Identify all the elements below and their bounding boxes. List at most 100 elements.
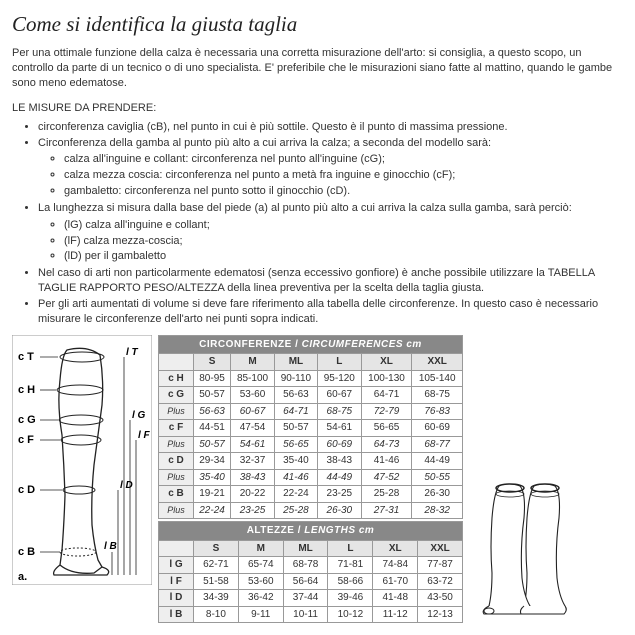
table-cell: 64-73 [361, 436, 412, 453]
label-cH: c H [18, 384, 35, 396]
table-cell: 28-32 [412, 502, 463, 519]
size-col: ML [283, 540, 328, 557]
list-item: calza mezza coscia: circonferenza nel pu… [64, 168, 623, 183]
row-label: c F [159, 420, 194, 437]
table-cell: 26-30 [412, 486, 463, 503]
table-cell: 37-44 [283, 590, 328, 607]
row-label: c H [159, 370, 194, 387]
table-cell: 72-79 [361, 403, 412, 420]
leg-diagram: c T c H c G c F c D c B a. l T l G l F l… [12, 335, 152, 590]
table-cell: 61-70 [373, 573, 418, 590]
list-item: gambaletto: circonferenza nel punto sott… [64, 184, 623, 199]
table-cell: 68-78 [283, 557, 328, 574]
table-cell: 56-63 [194, 403, 231, 420]
table-cell: 74-84 [373, 557, 418, 574]
table-cell: 11-12 [373, 606, 418, 623]
table-cell: 95-120 [317, 370, 361, 387]
table-row: Plus22-2423-2525-2826-3027-3128-32 [159, 502, 463, 519]
table-cell: 60-67 [231, 403, 275, 420]
table-cell: 80-95 [194, 370, 231, 387]
table-cell: 50-57 [194, 387, 231, 404]
table-cell: 35-40 [274, 453, 317, 470]
list-item: circonferenza caviglia (cB), nel punto i… [38, 120, 623, 135]
list-item: (lD) per il gambaletto [64, 249, 623, 264]
table-cell: 23-25 [231, 502, 275, 519]
table-row: Plus35-4038-4341-4644-4947-5250-55 [159, 469, 463, 486]
len-title: ALTEZZE / LENGTHS cm [159, 522, 463, 541]
table-cell: 60-69 [412, 420, 463, 437]
table-cell: 54-61 [231, 436, 275, 453]
size-header-row: S M ML L XL XXL [159, 540, 463, 557]
row-label: l F [159, 573, 194, 590]
stocking-illustration [469, 478, 599, 623]
label-lB: l B [104, 541, 117, 552]
table-row: c H80-9585-10090-11095-120100-130105-140 [159, 370, 463, 387]
table-cell: 105-140 [412, 370, 463, 387]
list-item: Per gli arti aumentati di volume si deve… [38, 297, 623, 327]
table-cell: 60-69 [317, 436, 361, 453]
table-cell: 62-71 [194, 557, 239, 574]
table-cell: 64-71 [274, 403, 317, 420]
table-cell: 27-31 [361, 502, 412, 519]
label-lG: l G [132, 410, 146, 421]
size-header-row: S M ML L XL XXL [159, 354, 463, 371]
table-cell: 50-55 [412, 469, 463, 486]
table-cell: 71-81 [328, 557, 373, 574]
table-row: c D29-3432-3735-4038-4341-4644-49 [159, 453, 463, 470]
row-label: c B [159, 486, 194, 503]
list-item-text: La lunghezza si misura dalla base del pi… [38, 202, 572, 214]
row-label: c D [159, 453, 194, 470]
table-cell: 23-25 [317, 486, 361, 503]
table-cell: 53-60 [231, 387, 275, 404]
table-cell: 34-39 [194, 590, 239, 607]
table-cell: 50-57 [194, 436, 231, 453]
list-item: Circonferenza della gamba al punto più a… [38, 136, 623, 199]
table-cell: 19-21 [194, 486, 231, 503]
row-label: Plus [159, 436, 194, 453]
table-cell: 20-22 [231, 486, 275, 503]
table-cell: 36-42 [238, 590, 283, 607]
table-row: Plus56-6360-6764-7168-7572-7976-83 [159, 403, 463, 420]
table-cell: 44-49 [412, 453, 463, 470]
row-label: l G [159, 557, 194, 574]
list-item: (lG) calza all'inguine e collant; [64, 218, 623, 233]
row-label: Plus [159, 403, 194, 420]
table-cell: 38-43 [317, 453, 361, 470]
size-col: XXL [412, 354, 463, 371]
bottom-panel: c T c H c G c F c D c B a. l T l G l F l… [12, 335, 623, 624]
circumference-table: CIRCONFERENZE / CIRCUMFERENCES cm S M ML… [158, 335, 463, 520]
table-row: l B8-109-1110-1110-1211-1212-13 [159, 606, 463, 623]
size-tables: CIRCONFERENZE / CIRCUMFERENCES cm S M ML… [158, 335, 463, 624]
table-cell: 54-61 [317, 420, 361, 437]
table-cell: 65-74 [238, 557, 283, 574]
table-cell: 64-71 [361, 387, 412, 404]
row-label: l D [159, 590, 194, 607]
table-cell: 56-64 [283, 573, 328, 590]
label-lD: l D [120, 480, 133, 491]
table-row: l G62-7165-7468-7871-8174-8477-87 [159, 557, 463, 574]
table-cell: 25-28 [274, 502, 317, 519]
table-cell: 60-67 [317, 387, 361, 404]
label-cT: c T [18, 351, 34, 363]
row-label: Plus [159, 502, 194, 519]
table-cell: 63-72 [418, 573, 463, 590]
table-row: Plus50-5754-6156-6560-6964-7368-77 [159, 436, 463, 453]
table-cell: 35-40 [194, 469, 231, 486]
size-col: S [194, 540, 239, 557]
size-col: L [328, 540, 373, 557]
label-cG: c G [18, 414, 36, 426]
table-cell: 68-75 [317, 403, 361, 420]
size-col: XXL [418, 540, 463, 557]
page-title: Come si identifica la giusta taglia [12, 10, 623, 38]
table-cell: 58-66 [328, 573, 373, 590]
list-item: Nel caso di arti non particolarmente ede… [38, 266, 623, 296]
list-item: (lF) calza mezza-coscia; [64, 234, 623, 249]
table-cell: 44-49 [317, 469, 361, 486]
table-cell: 29-34 [194, 453, 231, 470]
size-col: L [317, 354, 361, 371]
table-cell: 10-12 [328, 606, 373, 623]
size-col: ML [274, 354, 317, 371]
table-cell: 77-87 [418, 557, 463, 574]
list-item: calza all'inguine e collant: circonferen… [64, 152, 623, 167]
table-cell: 100-130 [361, 370, 412, 387]
